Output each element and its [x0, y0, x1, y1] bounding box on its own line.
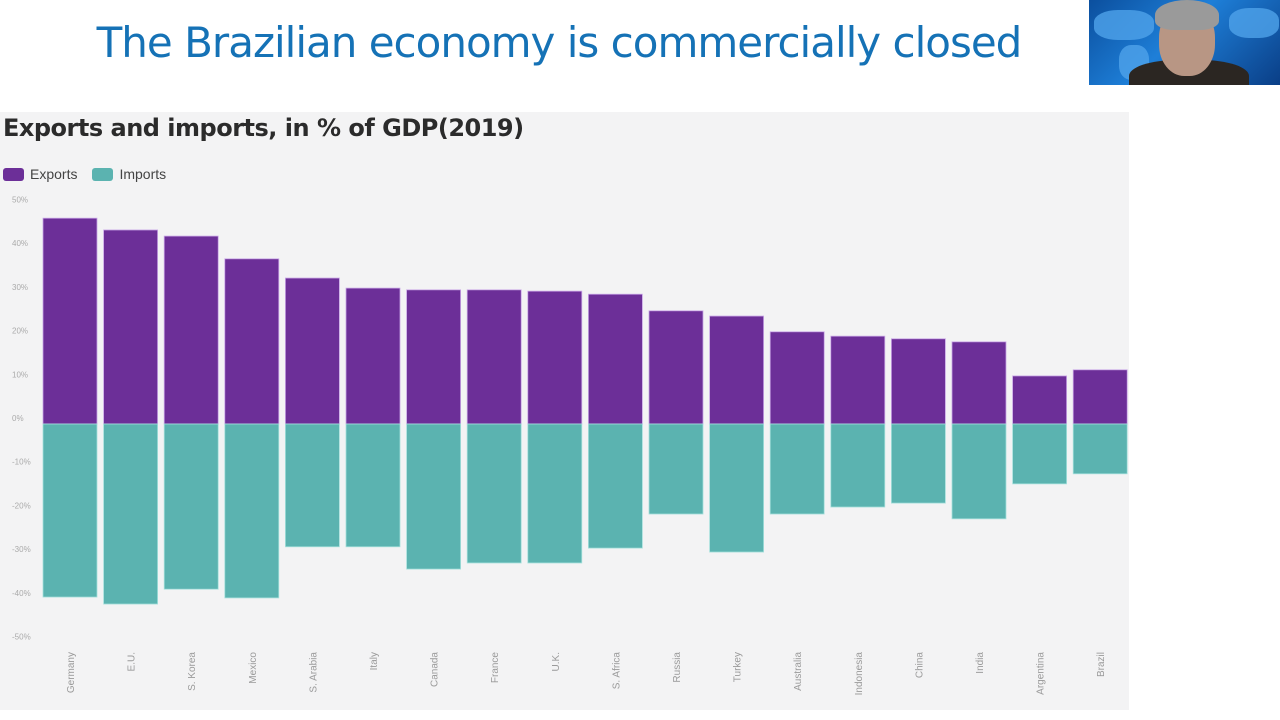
bar-imports[interactable]	[224, 423, 280, 599]
bar-imports[interactable]	[830, 423, 886, 508]
bar-exports[interactable]	[891, 338, 946, 425]
y-tick-label: 50%	[12, 196, 28, 205]
legend-swatch-exports	[3, 167, 24, 181]
bar-imports[interactable]	[103, 423, 158, 605]
map-land-shape	[1094, 10, 1154, 40]
legend-label-exports: Exports	[30, 166, 78, 182]
chart-legend: Exports Imports	[3, 166, 181, 182]
presenter-hair	[1155, 0, 1219, 30]
bar-imports[interactable]	[406, 423, 462, 570]
y-tick-label: 20%	[12, 327, 28, 336]
x-tick-label: S. Africa	[611, 652, 622, 690]
x-tick-label: Argentina	[1036, 652, 1047, 695]
y-tick-label: 0%	[12, 414, 24, 423]
x-tick-label: India	[975, 652, 986, 674]
x-tick-label: Turkey	[733, 652, 744, 682]
legend-item-exports[interactable]: Exports	[3, 166, 77, 182]
bar-exports[interactable]	[224, 258, 280, 425]
y-tick-label: -30%	[12, 545, 31, 554]
bar-exports[interactable]	[769, 331, 825, 425]
bar-imports[interactable]	[466, 423, 522, 564]
x-tick-label: China	[914, 652, 925, 679]
presenter-webcam-video	[1089, 0, 1280, 85]
bar-exports[interactable]	[284, 277, 340, 425]
bar-imports[interactable]	[709, 423, 764, 553]
y-tick-label: 30%	[12, 283, 28, 292]
bar-imports[interactable]	[42, 423, 98, 598]
bar-exports[interactable]	[709, 315, 764, 425]
bar-exports[interactable]	[345, 287, 401, 425]
bar-imports[interactable]	[769, 423, 825, 515]
x-tick-label: Brazil	[1096, 652, 1107, 677]
bar-exports[interactable]	[42, 217, 98, 425]
x-tick-label: S. Korea	[187, 652, 198, 691]
y-tick-label: 10%	[12, 370, 28, 379]
map-land-shape	[1229, 8, 1279, 38]
y-tick-label: 40%	[12, 239, 28, 248]
bar-imports[interactable]	[1072, 423, 1128, 475]
bar-imports[interactable]	[527, 423, 583, 564]
bar-exports[interactable]	[103, 229, 158, 425]
bar-exports[interactable]	[588, 293, 643, 425]
bar-exports[interactable]	[406, 289, 462, 425]
bar-exports[interactable]	[1072, 369, 1128, 425]
x-tick-label: Italy	[369, 652, 380, 670]
y-tick-label: -20%	[12, 501, 31, 510]
x-tick-label: Indonesia	[854, 652, 865, 696]
bar-exports[interactable]	[1012, 375, 1067, 425]
y-tick-label: -10%	[12, 458, 31, 467]
bar-exports[interactable]	[830, 335, 886, 425]
x-tick-label: France	[490, 652, 501, 684]
bar-imports[interactable]	[163, 423, 219, 590]
x-tick-label: Germany	[66, 652, 77, 693]
x-tick-label: Mexico	[248, 652, 259, 684]
x-tick-label: Canada	[430, 652, 441, 687]
legend-label-imports: Imports	[119, 166, 167, 182]
bar-exports[interactable]	[527, 290, 583, 425]
slide-title: The Brazilian economy is commercially cl…	[96, 18, 1023, 67]
bar-imports[interactable]	[648, 423, 704, 515]
bar-imports[interactable]	[588, 423, 643, 549]
legend-item-imports[interactable]: Imports	[92, 166, 166, 182]
bar-exports[interactable]	[648, 310, 704, 425]
bar-exports[interactable]	[466, 289, 522, 425]
y-tick-label: -40%	[12, 589, 31, 598]
bar-imports[interactable]	[1012, 423, 1067, 485]
x-tick-label: E.U.	[127, 652, 138, 671]
x-tick-label: S. Arabia	[308, 652, 319, 693]
bar-imports[interactable]	[891, 423, 946, 504]
legend-swatch-imports	[92, 167, 114, 181]
y-tick-label: -50%	[12, 633, 31, 642]
bar-exports[interactable]	[163, 235, 219, 425]
x-tick-label: Australia	[793, 652, 804, 691]
x-tick-label: Russia	[672, 652, 683, 683]
bar-imports[interactable]	[284, 423, 340, 548]
bar-exports[interactable]	[951, 341, 1007, 425]
chart-title: Exports and imports, in % of GDP(2019)	[3, 114, 524, 142]
bar-imports[interactable]	[345, 423, 401, 548]
bar-imports[interactable]	[951, 423, 1007, 520]
x-tick-label: U.K.	[551, 652, 562, 671]
